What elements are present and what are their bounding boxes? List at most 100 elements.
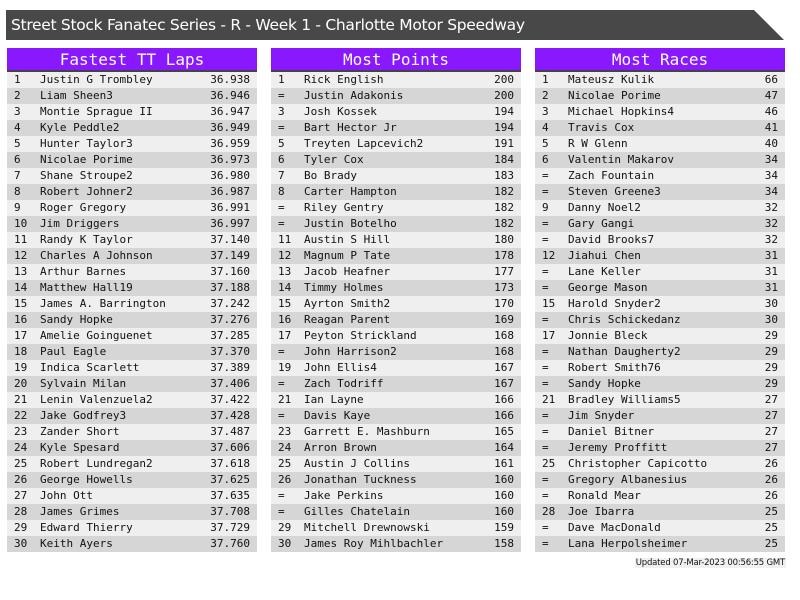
page-title: Street Stock Fanatec Series - R - Week 1… <box>6 10 784 40</box>
driver-name: Paul Eagle <box>40 345 107 358</box>
table-row: 22 Jake Godfrey3 37.428 <box>7 408 257 424</box>
value: 36.946 <box>210 89 250 102</box>
driver-name: Austin J Collins <box>304 457 410 470</box>
driver-name: Gary Gangi <box>568 217 635 230</box>
driver-name: Peyton Strickland <box>304 329 417 342</box>
rank: = <box>542 425 549 438</box>
driver-name: Jacob Heafner <box>304 265 391 278</box>
rank: = <box>542 489 549 502</box>
rank: 15 <box>278 297 292 310</box>
rank: = <box>278 89 285 102</box>
value: 31 <box>764 249 778 262</box>
driver-name: Kyle Peddle2 <box>40 121 120 134</box>
driver-name: Justin G Trombley <box>40 73 153 86</box>
rank: 3 <box>278 105 285 118</box>
rank: 29 <box>278 521 292 534</box>
driver-name: Garrett E. Mashburn <box>304 425 430 438</box>
table-row: 3 Michael Hopkins4 46 <box>535 104 785 120</box>
table-row: = George Mason 31 <box>535 280 785 296</box>
table-row: 21 Bradley Williams5 27 <box>535 392 785 408</box>
rank: 19 <box>14 361 28 374</box>
rank: 14 <box>278 281 292 294</box>
rank: 7 <box>278 169 285 182</box>
driver-name: Ronald Mear <box>568 489 641 502</box>
value: 37.285 <box>210 329 250 342</box>
table-row: 2 Liam Sheen3 36.946 <box>7 88 257 104</box>
driver-name: Steven Greene3 <box>568 185 661 198</box>
rank: 6 <box>278 153 285 166</box>
driver-name: James Roy Mihlbachler <box>304 537 444 550</box>
driver-name: Jonnie Bleck <box>568 329 648 342</box>
table-row: 29 Mitchell Drewnowski 159 <box>271 520 521 536</box>
rank: 3 <box>14 105 21 118</box>
value: 173 <box>494 281 514 294</box>
rank: 17 <box>542 329 556 342</box>
driver-name: Lane Keller <box>568 265 641 278</box>
table-row: = Gilles Chatelain 160 <box>271 504 521 520</box>
driver-name: Montie Sprague II <box>40 105 153 118</box>
table-row: 25 Robert Lundregan2 37.618 <box>7 456 257 472</box>
driver-name: Christopher Capicotto <box>568 457 708 470</box>
driver-name: Chris Schickedanz <box>568 313 681 326</box>
value: 66 <box>764 73 778 86</box>
rank: 7 <box>14 169 21 182</box>
table-row: 13 Jacob Heafner 177 <box>271 264 521 280</box>
driver-name: Liam Sheen3 <box>40 89 113 102</box>
rank: = <box>542 233 549 246</box>
driver-name: Travis Cox <box>568 121 635 134</box>
rank: 21 <box>542 393 556 406</box>
table-row: 16 Reagan Parent 169 <box>271 312 521 328</box>
driver-name: Zander Short <box>40 425 120 438</box>
rank: 5 <box>542 137 549 150</box>
rank: = <box>278 217 285 230</box>
rank: 24 <box>278 441 292 454</box>
value: 30 <box>764 297 778 310</box>
rank: 15 <box>542 297 556 310</box>
driver-name: Justin Botelho <box>304 217 397 230</box>
table-row: = Jake Perkins 160 <box>271 488 521 504</box>
driver-name: Edward Thierry <box>40 521 133 534</box>
driver-name: Carter Hampton <box>304 185 397 198</box>
rank: 21 <box>14 393 28 406</box>
driver-name: Hunter Taylor3 <box>40 137 133 150</box>
driver-name: Jake Perkins <box>304 489 384 502</box>
rank: = <box>278 377 285 390</box>
table-row: 16 Sandy Hopke 37.276 <box>7 312 257 328</box>
table-row: 15 Harold Snyder2 30 <box>535 296 785 312</box>
driver-name: Josh Kossek <box>304 105 377 118</box>
driver-name: Sandy Hopke <box>40 313 113 326</box>
rank: = <box>278 201 285 214</box>
value: 167 <box>494 377 514 390</box>
rank: = <box>278 345 285 358</box>
table-row: 15 Ayrton Smith2 170 <box>271 296 521 312</box>
rank: 22 <box>14 409 28 422</box>
driver-name: John Harrison2 <box>304 345 397 358</box>
fastest-tt-laps-panel: Fastest TT Laps 1 Justin G Trombley 36.938 2… <box>7 48 257 552</box>
rank: 8 <box>278 185 285 198</box>
table-row: 26 George Howells 37.625 <box>7 472 257 488</box>
table-row: 8 Robert Johner2 36.987 <box>7 184 257 200</box>
value: 37.635 <box>210 489 250 502</box>
driver-name: Jim Snyder <box>568 409 635 422</box>
table-row: 27 John Ott 37.635 <box>7 488 257 504</box>
value: 182 <box>494 201 514 214</box>
value: 158 <box>494 537 514 550</box>
rank: = <box>542 361 549 374</box>
driver-name: Arthur Barnes <box>40 265 127 278</box>
rank: 1 <box>278 73 285 86</box>
value: 165 <box>494 425 514 438</box>
value: 36.987 <box>210 185 250 198</box>
fastest-tt-laps-heading: Fastest TT Laps <box>7 48 257 72</box>
value: 37.729 <box>210 521 250 534</box>
driver-name: Jeremy Proffitt <box>568 441 668 454</box>
driver-name: Joe Ibarra <box>568 505 635 518</box>
table-row: = David Brooks7 32 <box>535 232 785 248</box>
value: 32 <box>764 201 778 214</box>
value: 31 <box>764 265 778 278</box>
rank: = <box>542 441 549 454</box>
table-row: = Lane Keller 31 <box>535 264 785 280</box>
rank: 9 <box>14 201 21 214</box>
table-row: 5 Hunter Taylor3 36.959 <box>7 136 257 152</box>
driver-name: David Brooks7 <box>568 233 655 246</box>
rank: 5 <box>14 137 21 150</box>
